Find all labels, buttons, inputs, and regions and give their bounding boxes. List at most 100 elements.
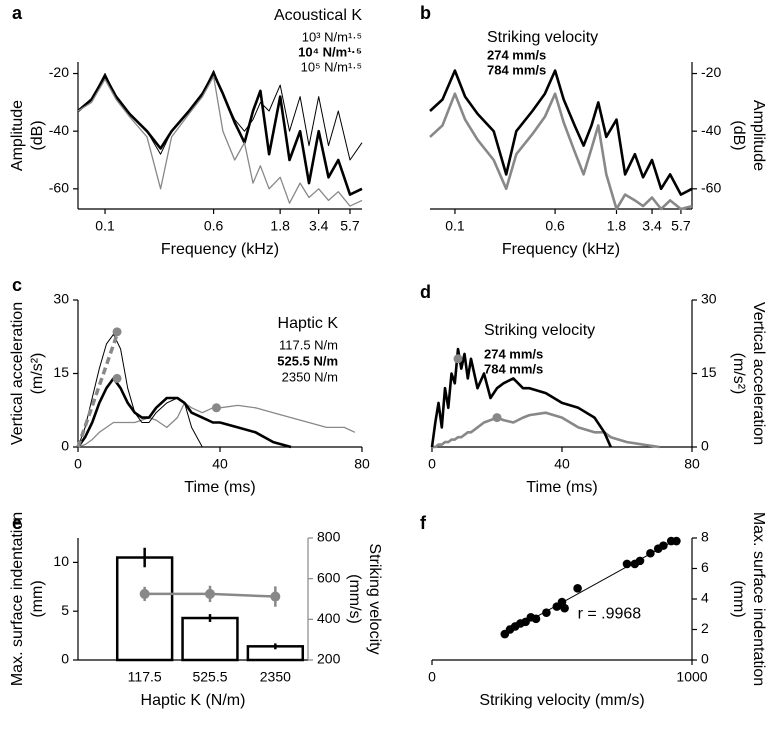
x-tick-label: 525.5 <box>192 669 227 685</box>
chart-title: Striking velocity <box>487 29 598 46</box>
legend-entry: 274 mm/s <box>487 47 546 62</box>
x-tick-label: 0.1 <box>445 218 465 234</box>
y-tick-label: 0 <box>61 651 69 667</box>
point <box>560 603 569 613</box>
y-axis-label: (m/s²) <box>730 353 747 395</box>
x-tick-label: 1.8 <box>607 218 627 234</box>
point <box>672 536 681 546</box>
y-tick-label: 30 <box>701 291 717 307</box>
y-tick-label: -40 <box>701 122 721 138</box>
y-tick-label: 200 <box>317 651 341 667</box>
panel: e 0 5 10 200 400 600 800 Haptic K (N/m) Max. surf… <box>9 512 383 709</box>
x-tick-label: 0 <box>74 456 82 472</box>
y-tick-label: 5 <box>61 602 69 618</box>
point <box>646 548 655 558</box>
y-axis-label: (mm) <box>730 580 747 617</box>
panel-letter: c <box>12 275 22 295</box>
y-tick-label: -20 <box>701 64 721 80</box>
y-tick-label: 6 <box>701 559 709 575</box>
x-tick-label: 3.4 <box>309 218 329 234</box>
y-axis-label: (dB) <box>730 120 747 150</box>
y-axis-label: Max. surface indentation <box>9 512 26 686</box>
panel-letter: d <box>420 282 431 302</box>
legend-entry: 117.5 N/m <box>279 337 338 352</box>
peak-marker <box>492 413 502 423</box>
y-axis-label: Vertical acceleration <box>9 302 26 445</box>
peak-marker <box>112 373 122 383</box>
panel-letter: f <box>420 513 427 533</box>
y-tick-label: 4 <box>701 590 709 606</box>
x-axis-label: Frequency (kHz) <box>161 241 279 258</box>
legend-entry: 10⁵ N/m¹·⁵ <box>301 59 362 74</box>
legend-entry: 784 mm/s <box>484 361 543 376</box>
chart-title: Haptic K <box>278 315 339 332</box>
data-line <box>429 69 693 196</box>
y-axis-label: (mm/s) <box>346 574 363 624</box>
x-tick-label: 117.5 <box>128 669 162 685</box>
chart-title: Acoustical K <box>274 7 362 24</box>
y-tick-label: 0 <box>701 651 709 667</box>
y-tick-label: -60 <box>49 180 69 196</box>
y-tick-label: 15 <box>53 364 69 380</box>
data-line <box>77 333 203 448</box>
x-axis-label: Time (ms) <box>526 479 597 496</box>
y-tick-label: 8 <box>701 529 709 545</box>
legend-entry: 10³ N/m¹·⁵ <box>302 29 362 44</box>
point <box>635 556 645 566</box>
data-line <box>430 347 612 448</box>
panel-letter: e <box>12 513 22 533</box>
y-tick-label: 800 <box>317 529 341 545</box>
x-axis-label: Striking velocity (mm/s) <box>479 692 644 709</box>
point <box>531 614 541 624</box>
y-tick-label: -20 <box>49 64 69 80</box>
data-line <box>77 75 363 207</box>
y-tick-label: 600 <box>317 569 341 585</box>
y-axis-label: Striking velocity <box>366 543 383 654</box>
bar <box>115 556 174 662</box>
x-tick-label: 0 <box>428 456 436 472</box>
y-tick-label: 0 <box>701 438 709 454</box>
x-axis-label: Haptic K (N/m) <box>141 692 246 709</box>
chart-title: Striking velocity <box>484 322 595 339</box>
y-tick-label: 2 <box>701 620 709 636</box>
x-tick-label: 1.8 <box>270 218 290 234</box>
x-tick-label: 0.6 <box>545 218 565 234</box>
data-line <box>77 72 363 196</box>
y-axis-label: Amplitude <box>9 100 26 171</box>
legend-entry: 784 mm/s <box>487 62 546 77</box>
panel: c 0 15 30 0 40 80 Time (ms) Vertical acceleratio… <box>9 275 370 496</box>
x-tick-label: 0.1 <box>95 218 115 234</box>
y-axis-label: Max. surface indentation <box>750 512 767 686</box>
x-axis-label: Time (ms) <box>184 479 255 496</box>
x-tick-label: 80 <box>354 456 370 472</box>
peak-marker <box>112 327 122 337</box>
point <box>659 541 668 550</box>
panel-letter: b <box>420 3 431 23</box>
y-axis-label: (m/s²) <box>29 353 46 395</box>
y-tick-label: 30 <box>53 291 69 307</box>
annotation: r = .9968 <box>578 605 642 622</box>
panel: d 0 15 30 0 40 80 Time (ms) Vertical acceleratio… <box>420 282 767 496</box>
legend-entry: 10⁴ N/m¹·⁵ <box>298 44 362 59</box>
x-tick-label: 0.6 <box>204 218 224 234</box>
y-tick-label: 15 <box>701 364 717 380</box>
x-tick-label: 80 <box>684 456 700 472</box>
x-tick-label: 3.4 <box>642 218 662 234</box>
y-tick-label: 400 <box>317 610 341 626</box>
fit-line <box>76 333 119 448</box>
x-tick-label: 40 <box>212 456 228 472</box>
panel: f 0 2 4 6 8 0 1000 Striking velocity (mm/s) Max. … <box>420 512 767 709</box>
data-line <box>76 377 292 449</box>
x-tick-label: 5.7 <box>671 218 691 234</box>
y-axis-label: Amplitude <box>750 100 767 171</box>
data-line <box>77 402 356 448</box>
panel: a -20 -40 -60 0.1 0.6 1.8 3.4 5.7 Frequency (kHz)… <box>9 3 363 258</box>
point <box>573 584 582 593</box>
x-tick-label: 1000 <box>676 669 707 685</box>
point <box>542 608 551 618</box>
panel: b -20 -40 -60 0.1 0.6 1.8 3.4 5.7 Frequency (kHz)… <box>420 3 767 258</box>
x-tick-label: 2350 <box>260 669 291 685</box>
legend-entry: 274 mm/s <box>484 346 543 361</box>
bar <box>181 616 239 662</box>
data-line <box>429 92 693 211</box>
